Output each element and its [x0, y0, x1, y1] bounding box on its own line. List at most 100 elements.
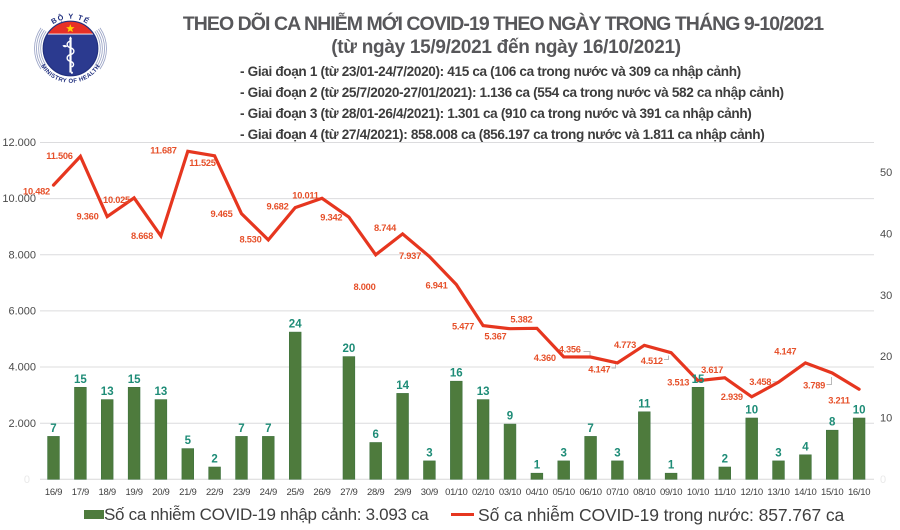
svg-text:11.525: 11.525	[189, 158, 216, 168]
svg-text:03/10: 03/10	[499, 487, 521, 498]
svg-text:14/10: 14/10	[794, 487, 816, 498]
svg-text:3: 3	[775, 447, 781, 459]
svg-text:02/10: 02/10	[472, 487, 494, 498]
svg-text:10/10: 10/10	[687, 487, 709, 498]
svg-text:BỘ Y TẾ: BỘ Y TẾ	[49, 12, 92, 26]
svg-text:24: 24	[289, 319, 302, 331]
svg-text:29/9: 29/9	[394, 487, 411, 498]
svg-text:16/10: 16/10	[848, 487, 870, 498]
svg-text:7: 7	[238, 423, 244, 435]
svg-text:25/9: 25/9	[287, 487, 304, 498]
svg-text:2: 2	[211, 454, 217, 466]
svg-text:19/9: 19/9	[125, 487, 142, 498]
svg-text:3: 3	[426, 447, 432, 459]
svg-text:16: 16	[450, 368, 463, 380]
svg-text:9.465: 9.465	[210, 209, 232, 219]
svg-text:07/10: 07/10	[606, 487, 628, 498]
svg-text:3.458: 3.458	[749, 377, 771, 387]
svg-text:13: 13	[477, 386, 490, 398]
svg-text:2: 2	[722, 454, 728, 466]
svg-text:04/10: 04/10	[526, 487, 548, 498]
svg-text:3.513: 3.513	[667, 378, 689, 388]
svg-text:0: 0	[880, 474, 886, 486]
svg-text:8.530: 8.530	[239, 234, 261, 244]
svg-text:50: 50	[880, 167, 892, 179]
svg-text:10: 10	[745, 405, 758, 417]
svg-text:8.000: 8.000	[8, 249, 36, 261]
svg-text:4.000: 4.000	[8, 362, 36, 374]
svg-text:11.687: 11.687	[150, 145, 177, 155]
svg-text:9.682: 9.682	[266, 201, 288, 211]
svg-text:15: 15	[74, 374, 87, 386]
svg-text:3: 3	[614, 447, 620, 459]
svg-text:15: 15	[692, 374, 705, 386]
svg-text:30: 30	[880, 290, 892, 302]
svg-text:8.000: 8.000	[353, 282, 375, 292]
svg-text:30/9: 30/9	[421, 487, 438, 498]
svg-text:11: 11	[638, 398, 651, 410]
svg-text:3.789: 3.789	[803, 381, 825, 391]
svg-text:4.147: 4.147	[774, 346, 796, 356]
svg-text:20: 20	[880, 351, 892, 363]
svg-text:27/9: 27/9	[340, 487, 357, 498]
svg-text:13: 13	[101, 386, 114, 398]
svg-text:11/10: 11/10	[714, 487, 736, 498]
svg-text:26/9: 26/9	[313, 487, 330, 498]
svg-text:7: 7	[50, 423, 56, 435]
svg-text:1: 1	[534, 460, 541, 472]
svg-text:22/9: 22/9	[206, 487, 223, 498]
svg-text:15: 15	[128, 374, 141, 386]
svg-text:10.000: 10.000	[2, 193, 36, 205]
svg-text:9.342: 9.342	[320, 213, 342, 223]
svg-text:8.744: 8.744	[374, 223, 397, 233]
svg-text:5.477: 5.477	[452, 322, 474, 332]
svg-text:14: 14	[396, 380, 409, 392]
svg-text:3.617: 3.617	[701, 365, 723, 375]
svg-text:08/10: 08/10	[633, 487, 655, 498]
svg-text:7.937: 7.937	[399, 251, 421, 261]
svg-text:16/9: 16/9	[45, 487, 62, 498]
svg-text:5.382: 5.382	[510, 315, 532, 325]
svg-text:01/10: 01/10	[445, 487, 467, 498]
svg-text:3: 3	[560, 447, 566, 459]
svg-text:4.147: 4.147	[588, 365, 610, 375]
svg-text:2.000: 2.000	[8, 418, 36, 430]
svg-text:4.360: 4.360	[534, 353, 556, 363]
svg-text:17/9: 17/9	[72, 487, 89, 498]
svg-text:6: 6	[372, 429, 378, 441]
svg-text:8.668: 8.668	[131, 231, 153, 241]
svg-text:09/10: 09/10	[660, 487, 682, 498]
svg-text:7: 7	[587, 423, 593, 435]
svg-text:4.512: 4.512	[641, 356, 663, 366]
svg-text:10.011: 10.011	[292, 191, 319, 201]
svg-text:05/10: 05/10	[553, 487, 575, 498]
svg-text:24/9: 24/9	[260, 487, 277, 498]
svg-text:21/9: 21/9	[179, 487, 196, 498]
svg-text:0: 0	[24, 474, 30, 486]
svg-text:13: 13	[155, 386, 168, 398]
svg-text:20/9: 20/9	[152, 487, 169, 498]
svg-text:7: 7	[265, 423, 271, 435]
svg-text:9.360: 9.360	[76, 211, 98, 221]
svg-text:20: 20	[343, 343, 356, 355]
svg-text:13/10: 13/10	[767, 487, 789, 498]
svg-text:9: 9	[507, 411, 513, 423]
svg-text:40: 40	[880, 229, 892, 241]
svg-text:10.025: 10.025	[103, 195, 130, 205]
svg-text:10.482: 10.482	[23, 186, 50, 196]
svg-text:12/10: 12/10	[741, 487, 763, 498]
svg-text:5: 5	[185, 435, 192, 447]
svg-text:6.941: 6.941	[425, 280, 447, 290]
svg-text:11.506: 11.506	[46, 151, 73, 161]
svg-text:28/9: 28/9	[367, 487, 384, 498]
svg-text:10: 10	[853, 405, 866, 417]
svg-text:2.939: 2.939	[721, 392, 743, 402]
svg-text:12.000: 12.000	[2, 137, 36, 149]
svg-text:1: 1	[668, 460, 675, 472]
svg-text:18/9: 18/9	[99, 487, 116, 498]
svg-text:3.211: 3.211	[828, 396, 850, 406]
svg-text:23/9: 23/9	[233, 487, 250, 498]
svg-text:6.000: 6.000	[8, 306, 36, 318]
svg-text:5.367: 5.367	[484, 332, 506, 342]
svg-text:10: 10	[880, 413, 892, 425]
